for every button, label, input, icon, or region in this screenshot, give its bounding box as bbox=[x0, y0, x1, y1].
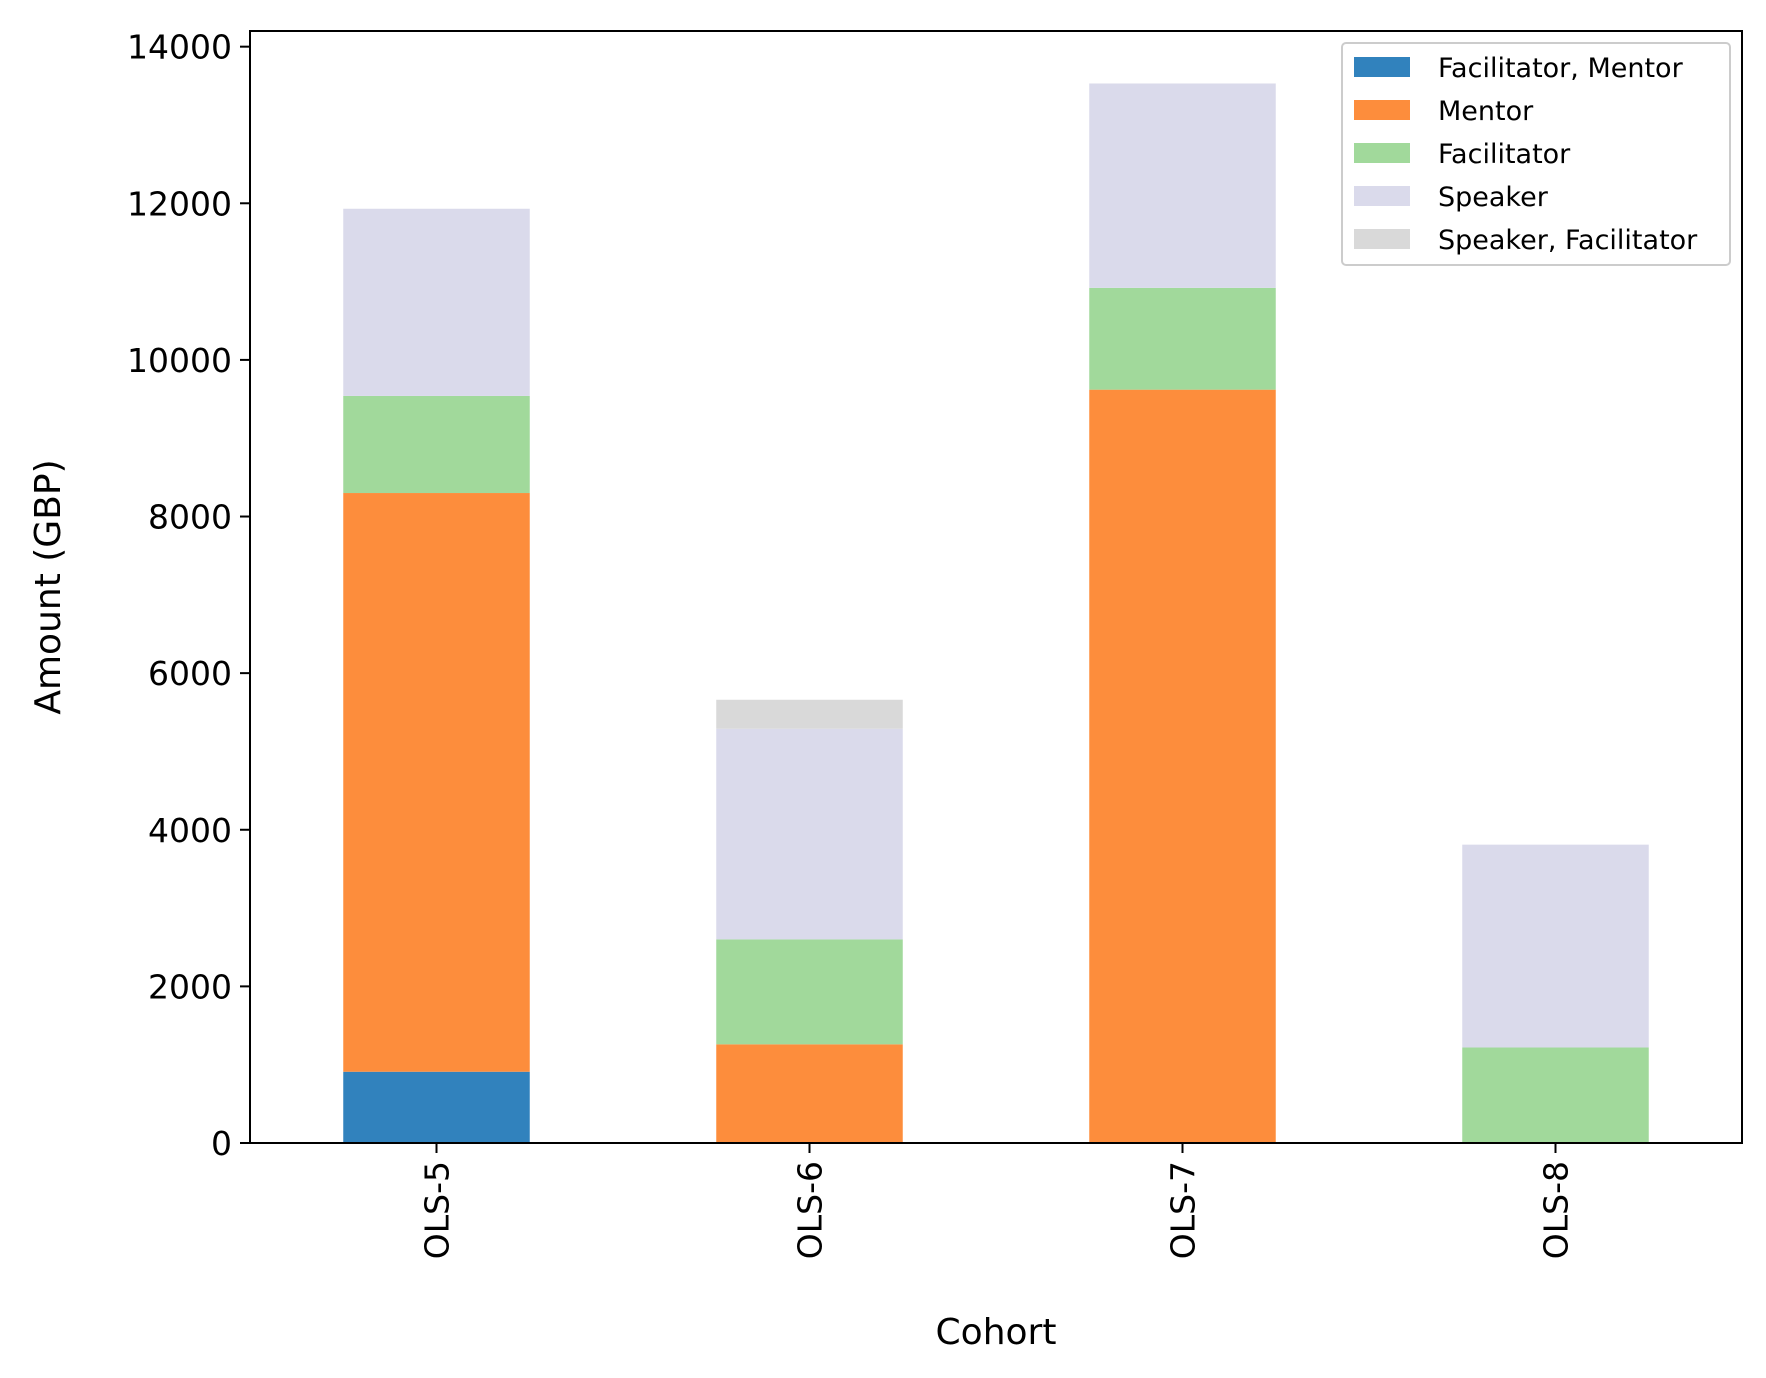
legend: Facilitator, Mentor Mentor Facilitator Spea… bbox=[1341, 42, 1731, 266]
legend-swatch bbox=[1354, 57, 1410, 77]
bar-ols-5-series-1 bbox=[343, 493, 530, 1072]
legend-label: Facilitator bbox=[1438, 139, 1571, 170]
plot-frame bbox=[249, 30, 1743, 1144]
x-axis: OLS-5 OLS-6 OLS-7 OLS-8 bbox=[418, 1143, 1576, 1259]
x-axis-label: Cohort bbox=[936, 1312, 1057, 1353]
y-tick-label: 14000 bbox=[127, 28, 232, 67]
bar-ols-6-series-4 bbox=[716, 699, 903, 729]
bar-ols-7-series-3 bbox=[1089, 83, 1276, 288]
bar-ols-5-series-2 bbox=[343, 395, 530, 494]
legend-label: Speaker bbox=[1438, 182, 1549, 213]
bar-ols-5-series-3 bbox=[343, 208, 530, 396]
y-axis-label: Amount (GBP) bbox=[28, 459, 69, 714]
bar-ols-6-series-2 bbox=[716, 939, 903, 1045]
legend-swatch bbox=[1354, 229, 1410, 249]
legend-swatch bbox=[1354, 186, 1410, 206]
legend-swatch bbox=[1354, 143, 1410, 163]
bar-ols-7-series-2 bbox=[1089, 287, 1276, 390]
bar-ols-6-series-3 bbox=[716, 728, 903, 940]
legend-box bbox=[1341, 42, 1731, 266]
legend-label: Speaker, Facilitator bbox=[1438, 225, 1698, 256]
y-tick-label: 6000 bbox=[148, 654, 232, 693]
y-tick-label: 0 bbox=[211, 1124, 232, 1163]
legend-label: Mentor bbox=[1438, 96, 1534, 127]
legend-swatch bbox=[1354, 100, 1410, 120]
x-tick-label: OLS-5 bbox=[418, 1161, 457, 1259]
bar-ols-8-series-2 bbox=[1462, 1047, 1649, 1143]
y-tick-label: 12000 bbox=[127, 184, 232, 223]
x-tick-label: OLS-6 bbox=[791, 1161, 830, 1259]
y-tick-label: 4000 bbox=[148, 811, 232, 850]
bars-layer bbox=[343, 83, 1649, 1143]
y-axis: 0 2000 4000 6000 8000 10000 12000 14000 bbox=[127, 28, 250, 1163]
bar-ols-6-series-1 bbox=[716, 1044, 903, 1143]
legend-label: Facilitator, Mentor bbox=[1438, 53, 1684, 84]
bar-ols-5-series-0 bbox=[343, 1071, 530, 1143]
x-tick-label: OLS-8 bbox=[1537, 1161, 1576, 1259]
bar-ols-7-series-1 bbox=[1089, 389, 1276, 1143]
y-tick-label: 2000 bbox=[148, 967, 232, 1006]
y-tick-label: 10000 bbox=[127, 341, 232, 380]
bar-ols-8-series-3 bbox=[1462, 844, 1649, 1048]
x-tick-label: OLS-7 bbox=[1164, 1161, 1203, 1259]
y-tick-label: 8000 bbox=[148, 498, 232, 537]
